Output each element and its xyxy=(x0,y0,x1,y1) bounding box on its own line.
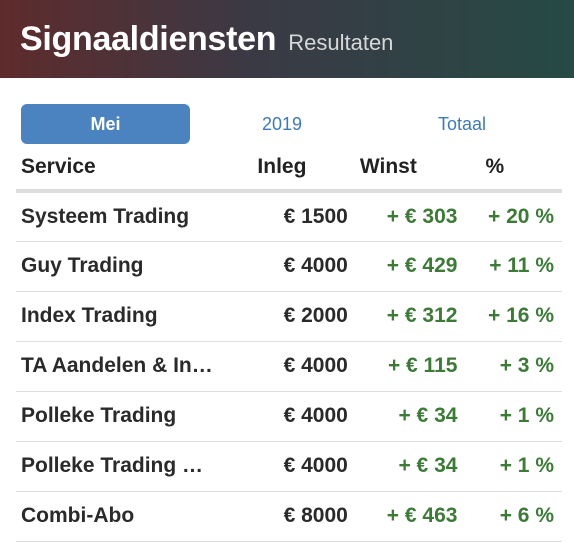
service-name: Polleke Trading … xyxy=(21,454,204,477)
service-name-cell: Systeem Trading xyxy=(16,191,250,242)
percent-cell: + 20 % xyxy=(457,191,562,242)
inleg-cell: € 4000 xyxy=(249,241,348,292)
service-name-cell: Polleke Trading xyxy=(16,391,250,442)
table-row[interactable]: TA Aandelen & In… € 4000 + € 115 + 3 % xyxy=(16,341,562,392)
tab-mei[interactable]: Mei xyxy=(21,104,190,144)
inleg-cell: € 2000 xyxy=(249,291,348,342)
inleg-cell: € 4000 xyxy=(249,391,348,442)
winst-cell: + € 34 xyxy=(347,441,458,492)
percent-cell: + 1 % xyxy=(457,441,562,492)
service-name-cell: Polleke Trading … xyxy=(16,441,250,492)
service-name-cell: Combi-Abo xyxy=(16,491,250,542)
winst-cell: + € 34 xyxy=(347,391,458,442)
results-table: Service Inleg Winst % Systeem Trading € … xyxy=(16,145,562,542)
period-tabs: Mei 2019 Totaal xyxy=(21,104,561,144)
table-row[interactable]: Polleke Trading … € 4000 + € 34 + 1 % xyxy=(16,441,562,492)
column-header-service: Service xyxy=(16,145,250,193)
column-header-inleg: Inleg xyxy=(249,145,348,193)
service-name: Index Trading xyxy=(21,304,158,327)
service-name: Polleke Trading xyxy=(21,404,177,427)
inleg-cell: € 4000 xyxy=(249,341,348,392)
percent-cell: + 3 % xyxy=(457,341,562,392)
tab-totaal[interactable]: Totaal xyxy=(437,114,487,134)
table-row[interactable]: Combi-Abo € 8000 + € 463 + 6 % xyxy=(16,491,562,542)
winst-cell: + € 115 xyxy=(347,341,458,392)
page-subtitle: Resultaten xyxy=(288,30,394,55)
table-row[interactable]: Systeem Trading € 1500 + € 303 + 20 % xyxy=(16,191,562,242)
winst-cell: + € 463 xyxy=(347,491,458,542)
service-name-cell: Guy Trading xyxy=(16,241,250,292)
table-header-row: Service Inleg Winst % xyxy=(16,145,562,193)
inleg-cell: € 1500 xyxy=(249,191,348,242)
page-title: Signaaldiensten xyxy=(20,19,277,58)
winst-cell: + € 429 xyxy=(347,241,458,292)
service-name: Systeem Trading xyxy=(21,204,190,228)
percent-cell: + 1 % xyxy=(457,391,562,442)
inleg-cell: € 8000 xyxy=(249,491,348,542)
winst-cell: + € 312 xyxy=(347,291,458,342)
service-name: Guy Trading xyxy=(21,254,144,277)
service-name-cell: Index Trading xyxy=(16,291,250,342)
column-header-winst: Winst xyxy=(347,145,458,193)
winst-cell: + € 303 xyxy=(347,191,458,242)
tab-2019[interactable]: 2019 xyxy=(261,114,303,134)
percent-cell: + 16 % xyxy=(457,291,562,342)
percent-cell: + 6 % xyxy=(457,491,562,542)
page-header: Signaaldiensten Resultaten xyxy=(0,0,574,78)
column-header-percent: % xyxy=(457,145,562,193)
service-name-cell: TA Aandelen & In… xyxy=(16,341,250,392)
inleg-cell: € 4000 xyxy=(249,441,348,492)
service-name: TA Aandelen & In… xyxy=(21,354,213,377)
table-row[interactable]: Guy Trading € 4000 + € 429 + 11 % xyxy=(16,241,562,292)
table-row[interactable]: Index Trading € 2000 + € 312 + 16 % xyxy=(16,291,562,342)
percent-cell: + 11 % xyxy=(457,241,562,292)
table-row[interactable]: Polleke Trading € 4000 + € 34 + 1 % xyxy=(16,391,562,442)
service-name: Combi-Abo xyxy=(21,504,135,527)
